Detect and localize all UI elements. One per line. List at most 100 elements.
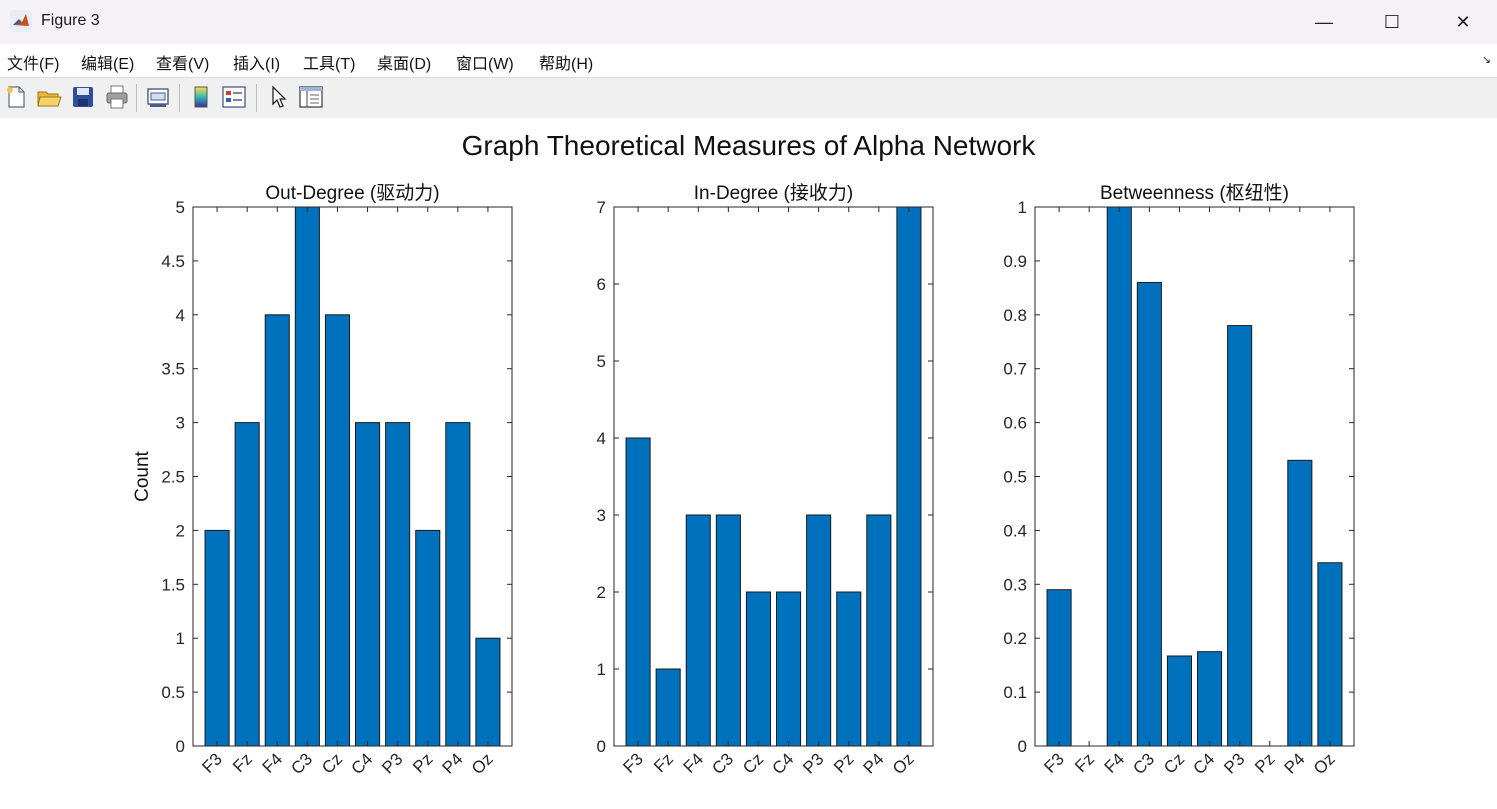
menu-insert[interactable]: 插入(I) (233, 56, 281, 73)
bar (264, 314, 290, 747)
x-tick-label: C3 (1129, 749, 1158, 778)
y-tick-label: 0.9 (1003, 252, 1027, 271)
y-tick-label: 0 (597, 737, 606, 756)
bar (1227, 325, 1253, 747)
y-tick-label: 4.5 (161, 252, 185, 271)
maximize-button[interactable]: ☐ (1369, 0, 1415, 44)
close-icon: ✕ (1455, 11, 1471, 32)
axes-box (613, 206, 934, 747)
y-tick-label: 0.6 (1003, 414, 1027, 433)
x-tick-label: Fz (229, 749, 256, 776)
window-title: Figure 3 (41, 12, 100, 29)
x-tick-label: F4 (680, 749, 707, 776)
bar (1287, 459, 1313, 747)
x-tick-label: C4 (348, 749, 377, 778)
bar (776, 591, 802, 747)
x-tick-label: Cz (739, 749, 767, 777)
y-tick-label: 5 (597, 352, 606, 371)
link-plot-icon[interactable] (145, 84, 171, 110)
menu-tools[interactable]: 工具(T) (303, 56, 356, 73)
y-tick-label: 0 (1018, 737, 1027, 756)
bar (715, 514, 741, 747)
toolbar-separator (179, 84, 180, 112)
y-tick-label: 0.1 (1003, 683, 1027, 702)
x-tick-label: P4 (439, 749, 467, 777)
x-tick-label: F3 (619, 749, 646, 776)
menu-view[interactable]: 查看(V) (156, 56, 210, 73)
bar (1046, 589, 1072, 747)
bar (234, 422, 260, 747)
bar (324, 314, 351, 747)
y-tick-label: 1 (1018, 198, 1027, 217)
maximize-icon: ☐ (1383, 11, 1401, 32)
y-tick-label: 2 (597, 583, 606, 602)
y-tick-label: 0.4 (1003, 521, 1027, 540)
x-tick-label: Pz (409, 749, 436, 776)
property-inspector-icon[interactable] (298, 84, 324, 110)
y-tick-label: 6 (597, 275, 606, 294)
legend-icon[interactable] (221, 84, 247, 110)
y-tick-label: 1 (176, 629, 185, 648)
bar (294, 206, 320, 747)
x-tick-label: Oz (468, 749, 497, 778)
toolbar-separator (256, 84, 257, 112)
bar (445, 422, 471, 747)
y-tick-label: 0.8 (1003, 306, 1027, 325)
matlab-logo-icon (10, 10, 32, 32)
bar (1197, 651, 1223, 747)
x-tick-label: P4 (860, 749, 888, 777)
y-tick-label: 0.5 (161, 683, 185, 702)
bar (625, 437, 651, 747)
bar (655, 668, 681, 747)
y-tick-label: 0.7 (1003, 360, 1027, 379)
print-icon[interactable] (104, 84, 130, 110)
subplot-title: Out-Degree (驱动力) (265, 182, 439, 204)
y-tick-label: 1.5 (161, 575, 185, 594)
bar (204, 529, 230, 747)
bar (475, 637, 501, 747)
subplot-title: Betweenness (枢纽性) (1100, 182, 1289, 204)
x-tick-label: F4 (259, 749, 286, 776)
y-tick-label: 3.5 (161, 360, 185, 379)
bar (866, 514, 892, 747)
x-tick-label: Fz (650, 749, 677, 776)
bar (745, 591, 771, 747)
x-tick-label: F3 (198, 749, 225, 776)
x-tick-label: P3 (799, 749, 827, 777)
x-tick-label: C3 (708, 749, 737, 778)
x-tick-label: Cz (1160, 749, 1188, 777)
x-tick-label: Pz (1251, 749, 1278, 776)
open-file-icon[interactable] (36, 84, 62, 110)
menu-window[interactable]: 窗口(W) (456, 56, 514, 73)
menu-help[interactable]: 帮助(H) (539, 56, 594, 73)
minimize-button[interactable]: — (1301, 0, 1347, 44)
x-tick-label: Pz (830, 749, 857, 776)
colorbar-icon[interactable] (188, 84, 214, 110)
x-tick-label: C4 (769, 749, 798, 778)
x-tick-label: Fz (1071, 749, 1098, 776)
y-tick-label: 0 (176, 737, 185, 756)
y-tick-label: 3 (597, 506, 606, 525)
bar (385, 422, 411, 747)
edit-plot-arrow-icon[interactable] (265, 84, 291, 110)
bar (415, 529, 441, 747)
close-button[interactable]: ✕ (1440, 0, 1486, 44)
dock-figure-icon[interactable]: ↘ (1481, 54, 1491, 66)
bar (806, 514, 832, 747)
menu-edit[interactable]: 编辑(E) (81, 56, 135, 73)
y-tick-label: 4 (176, 306, 185, 325)
x-tick-label: F3 (1040, 749, 1067, 776)
menu-file[interactable]: 文件(F) (7, 56, 60, 73)
bar (896, 206, 922, 747)
figure-canvas: Graph Theoretical Measures of Alpha Netw… (0, 118, 1497, 809)
menu-desktop[interactable]: 桌面(D) (377, 56, 432, 73)
bar (355, 422, 381, 747)
new-figure-icon[interactable] (3, 84, 29, 110)
x-tick-label: Oz (1310, 749, 1339, 778)
bar (1136, 281, 1162, 747)
save-icon[interactable] (70, 84, 96, 110)
figure-toolbar (0, 77, 1497, 119)
y-tick-label: 2.5 (161, 468, 185, 487)
y-tick-label: 2 (176, 521, 185, 540)
